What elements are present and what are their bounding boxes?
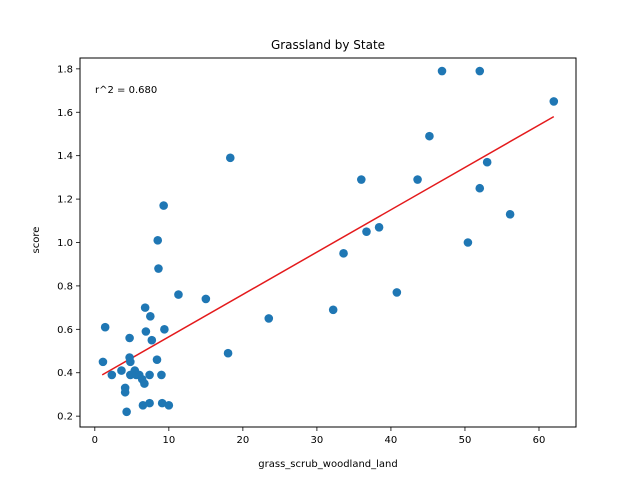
y-axis-label: score xyxy=(31,227,42,254)
data-point xyxy=(98,357,108,367)
regression-line xyxy=(101,115,555,376)
data-point xyxy=(174,290,183,299)
data-point xyxy=(201,294,211,304)
data-point xyxy=(392,288,402,297)
data-point xyxy=(328,305,338,315)
data-point xyxy=(138,400,148,410)
data-point xyxy=(145,370,154,380)
data-point xyxy=(475,66,485,76)
data-point xyxy=(125,333,134,343)
data-point xyxy=(147,335,157,345)
data-point xyxy=(157,398,167,408)
data-point xyxy=(146,312,155,321)
data-point xyxy=(164,400,174,410)
data-point xyxy=(549,97,559,106)
data-point xyxy=(505,209,515,219)
data-point xyxy=(475,183,485,193)
y-tick-label: 0.4 xyxy=(57,368,73,379)
data-point xyxy=(339,249,348,258)
data-point xyxy=(145,398,154,408)
data-point xyxy=(122,407,131,417)
y-tick-label: 0.2 xyxy=(57,412,73,423)
data-point xyxy=(154,264,163,273)
data-point xyxy=(223,348,233,358)
data-point xyxy=(264,314,274,323)
y-tick-label: 1.2 xyxy=(57,195,73,206)
x-axis-ticks: 0 10 20 30 40 50 60 xyxy=(92,427,546,446)
x-tick-label: 0 xyxy=(92,435,98,446)
data-point xyxy=(425,131,434,141)
data-point xyxy=(153,236,163,245)
y-tick-label: 0.8 xyxy=(57,281,73,292)
y-tick-label: 1.4 xyxy=(57,151,73,162)
x-tick-label: 20 xyxy=(236,435,249,446)
data-point xyxy=(140,303,150,312)
data-point xyxy=(160,325,169,334)
y-tick-label: 1.6 xyxy=(57,108,73,119)
data-point xyxy=(120,387,130,397)
data-point xyxy=(413,175,422,184)
data-point xyxy=(107,370,117,380)
data-point xyxy=(362,227,371,236)
data-point xyxy=(159,201,168,210)
regression-line-layer xyxy=(101,115,555,376)
y-tick-label: 0.6 xyxy=(57,325,73,336)
x-tick-label: 10 xyxy=(162,435,175,446)
data-point xyxy=(225,153,235,163)
data-point xyxy=(126,357,135,367)
axes-frame xyxy=(79,57,577,428)
y-axis-ticks: 0.2 0.4 0.6 0.8 1.0 1.2 1.4 1.6 1.8 xyxy=(57,64,80,423)
data-point xyxy=(482,157,492,167)
data-point xyxy=(374,223,384,232)
data-point xyxy=(117,366,126,375)
data-point xyxy=(357,175,366,184)
y-tick-label: 1.8 xyxy=(57,64,73,75)
chart-title: Grassland by State xyxy=(271,38,385,52)
data-point xyxy=(140,379,149,388)
x-tick-label: 60 xyxy=(533,435,546,446)
x-tick-label: 40 xyxy=(385,435,398,446)
data-point xyxy=(100,322,110,332)
data-points xyxy=(98,66,559,417)
data-point xyxy=(141,327,151,336)
data-point xyxy=(463,238,473,247)
data-point xyxy=(157,370,166,380)
x-tick-label: 50 xyxy=(459,435,472,446)
y-tick-label: 1.0 xyxy=(57,238,73,249)
data-point xyxy=(437,66,447,76)
data-point xyxy=(152,355,162,365)
r-squared-annotation: r^2 = 0.680 xyxy=(95,85,157,96)
x-tick-label: 30 xyxy=(311,435,324,446)
x-axis-label: grass_scrub_woodland_land xyxy=(258,459,397,470)
